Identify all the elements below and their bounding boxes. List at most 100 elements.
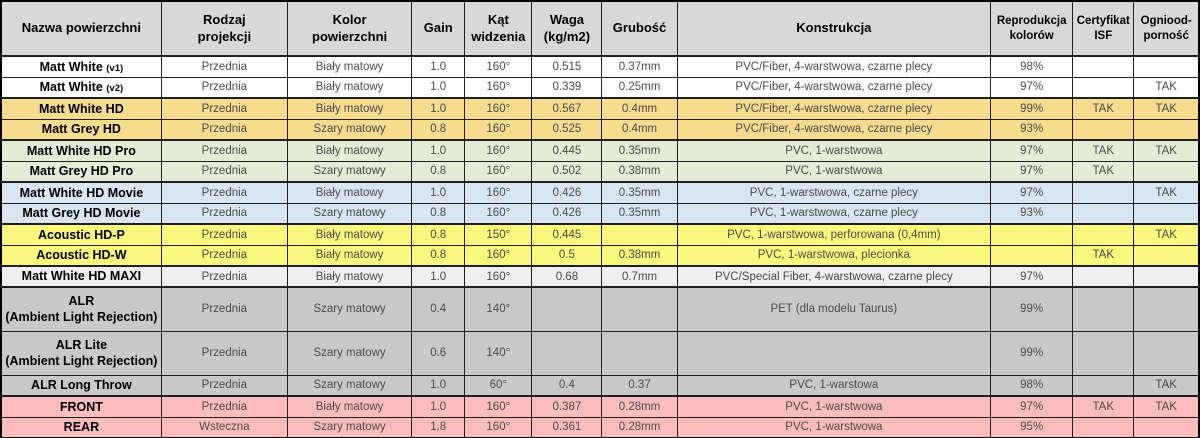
cell-fire: TAK bbox=[1133, 223, 1200, 246]
surface-name: Acoustic HD-P bbox=[37, 227, 125, 242]
cell-fire bbox=[1133, 202, 1200, 225]
table-row: Acoustic HD-P Przednia Biały matowy 0.8 150°… bbox=[0, 223, 1200, 246]
cell-color: Szary matowy bbox=[286, 160, 413, 183]
cell-name: Matt White HD MAXI bbox=[0, 265, 162, 288]
cell-reproduction: 98% bbox=[990, 374, 1074, 397]
table-row: Matt White (v1) Przednia Biały matowy 1.0 16… bbox=[0, 55, 1200, 78]
cell-fire bbox=[1133, 416, 1200, 438]
cell-name: Matt Grey HD bbox=[0, 118, 162, 141]
table-header: Nazwa powierzchni Rodzaj projekcji Kolor p… bbox=[0, 0, 1200, 57]
cell-construction: PVC, 1-warstwowa bbox=[676, 416, 992, 438]
cell-angle: 160° bbox=[464, 97, 533, 120]
cell-reproduction: 97% bbox=[990, 139, 1074, 162]
column-header-projection: Rodzaj projekcji bbox=[160, 0, 288, 57]
cell-thickness bbox=[601, 223, 678, 246]
cell-color: Szary matowy bbox=[286, 330, 413, 376]
cell-thickness: 0.35mm bbox=[601, 139, 678, 162]
cell-weight: 0.426 bbox=[531, 202, 603, 225]
cell-isf bbox=[1072, 181, 1135, 204]
cell-color: Szary matowy bbox=[286, 118, 413, 141]
cell-thickness: 0.37mm bbox=[601, 55, 678, 78]
cell-construction: PVC/Fiber, 4-warstwowa, czarne plecy bbox=[676, 97, 992, 120]
cell-isf: TAK bbox=[1072, 160, 1135, 183]
cell-reproduction: 93% bbox=[990, 118, 1074, 141]
cell-projection: Przednia bbox=[160, 118, 288, 141]
cell-construction: PVC, 1-warstwowa, plecionka bbox=[676, 244, 992, 267]
cell-weight: 0.387 bbox=[531, 395, 603, 418]
cell-angle: 160° bbox=[464, 202, 533, 225]
table-row: Matt Grey HD Movie Przednia Szary matowy 0.… bbox=[0, 202, 1200, 225]
cell-construction: PVC, 1-warstowa bbox=[676, 374, 992, 397]
cell-fire: TAK bbox=[1133, 97, 1200, 120]
cell-weight: 0.502 bbox=[531, 160, 603, 183]
column-header-weight: Waga (kg/m2) bbox=[531, 0, 603, 57]
cell-isf bbox=[1072, 265, 1135, 288]
cell-name: REAR bbox=[0, 416, 162, 438]
cell-name: FRONT bbox=[0, 395, 162, 418]
surface-name: Matt White bbox=[39, 59, 103, 74]
cell-isf bbox=[1072, 374, 1135, 397]
cell-projection: Przednia bbox=[160, 265, 288, 288]
surface-name: Matt White HD bbox=[39, 101, 124, 116]
surface-name: Matt White HD Movie bbox=[19, 185, 144, 200]
cell-thickness: 0.28mm bbox=[601, 395, 678, 418]
table-row: Matt White HD Movie Przednia Biały matowy 1… bbox=[0, 181, 1200, 204]
cell-angle: 160° bbox=[464, 265, 533, 288]
cell-reproduction: 99% bbox=[990, 286, 1074, 332]
cell-gain: 0.8 bbox=[411, 160, 466, 183]
cell-angle: 60° bbox=[464, 374, 533, 397]
cell-isf: TAK bbox=[1072, 97, 1135, 120]
cell-name: Matt White (v1) bbox=[0, 55, 162, 78]
cell-name: Matt Grey HD Pro bbox=[0, 160, 162, 183]
cell-gain: 0.4 bbox=[411, 286, 466, 332]
cell-gain: 1.0 bbox=[411, 76, 466, 99]
cell-color: Biały matowy bbox=[286, 97, 413, 120]
cell-gain: 1.0 bbox=[411, 139, 466, 162]
surface-name: Matt White HD Pro bbox=[26, 143, 136, 158]
cell-thickness: 0.38mm bbox=[601, 160, 678, 183]
cell-fire bbox=[1133, 286, 1200, 332]
cell-gain: 1.0 bbox=[411, 395, 466, 418]
cell-weight: 0.445 bbox=[531, 139, 603, 162]
cell-gain: 1.0 bbox=[411, 97, 466, 120]
surface-name: Matt White bbox=[39, 80, 103, 95]
cell-isf bbox=[1072, 118, 1135, 141]
cell-color: Biały matowy bbox=[286, 223, 413, 246]
table-row: Matt White HD MAXI Przednia Biały matowy 1.… bbox=[0, 265, 1200, 288]
cell-fire bbox=[1133, 160, 1200, 183]
cell-projection: Przednia bbox=[160, 181, 288, 204]
cell-thickness: 0.28mm bbox=[601, 416, 678, 438]
column-header-color: Kolor powierzchni bbox=[286, 0, 413, 57]
table-row: FRONT Przednia Biały matowy 1.0 160° 0.387 0.2… bbox=[0, 395, 1200, 418]
cell-fire bbox=[1133, 244, 1200, 267]
table-row: ALR Lite (Ambient Light Rejection) Przedn… bbox=[0, 330, 1200, 376]
cell-isf bbox=[1072, 330, 1135, 376]
cell-reproduction: 93% bbox=[990, 202, 1074, 225]
cell-angle: 160° bbox=[464, 55, 533, 78]
cell-gain: 1.0 bbox=[411, 374, 466, 397]
column-header-isf: Certyfikat ISF bbox=[1072, 0, 1135, 57]
cell-isf bbox=[1072, 416, 1135, 438]
cell-reproduction bbox=[990, 223, 1074, 246]
cell-gain: 1.0 bbox=[411, 265, 466, 288]
cell-construction: PVC, 1-warstwowa, czarne plecy bbox=[676, 181, 992, 204]
cell-color: Szary matowy bbox=[286, 286, 413, 332]
cell-angle: 160° bbox=[464, 76, 533, 99]
cell-projection: Przednia bbox=[160, 160, 288, 183]
cell-fire: TAK bbox=[1133, 181, 1200, 204]
surface-name: FRONT bbox=[59, 399, 103, 414]
cell-fire bbox=[1133, 55, 1200, 78]
cell-projection: Przednia bbox=[160, 97, 288, 120]
surface-name: Acoustic HD-W bbox=[36, 248, 127, 263]
cell-projection: Przednia bbox=[160, 202, 288, 225]
cell-projection: Przednia bbox=[160, 139, 288, 162]
table-row: Matt White (v2) Przednia Biały matowy 1.0 16… bbox=[0, 76, 1200, 99]
surface-name: ALR Lite (Ambient Light Rejection) bbox=[5, 337, 158, 368]
cell-isf bbox=[1072, 55, 1135, 78]
table-header-row: Nazwa powierzchni Rodzaj projekcji Kolor p… bbox=[0, 0, 1200, 57]
cell-name: Acoustic HD-P bbox=[0, 223, 162, 246]
cell-projection: Przednia bbox=[160, 223, 288, 246]
cell-color: Biały matowy bbox=[286, 55, 413, 78]
cell-name: Matt White HD Pro bbox=[0, 139, 162, 162]
